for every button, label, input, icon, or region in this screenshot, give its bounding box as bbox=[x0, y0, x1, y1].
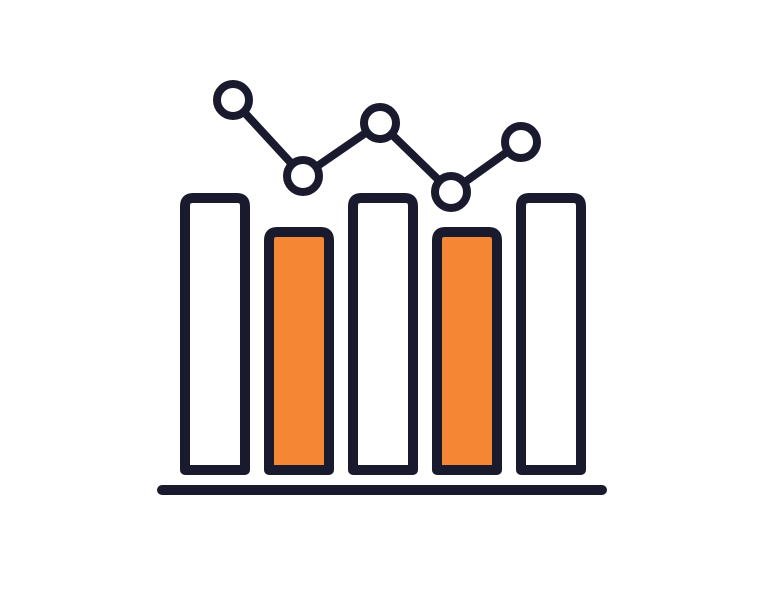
marker-1 bbox=[217, 84, 249, 116]
chart-icon bbox=[0, 0, 763, 590]
bar-3 bbox=[353, 198, 413, 470]
bar-2 bbox=[269, 232, 329, 470]
bar-5 bbox=[521, 198, 581, 470]
marker-4 bbox=[435, 176, 467, 208]
marker-2 bbox=[287, 160, 319, 192]
marker-5 bbox=[505, 126, 537, 158]
bar-line-chart-icon bbox=[0, 0, 763, 590]
bar-4 bbox=[437, 232, 497, 470]
marker-3 bbox=[364, 107, 396, 139]
bar-1 bbox=[185, 198, 245, 470]
